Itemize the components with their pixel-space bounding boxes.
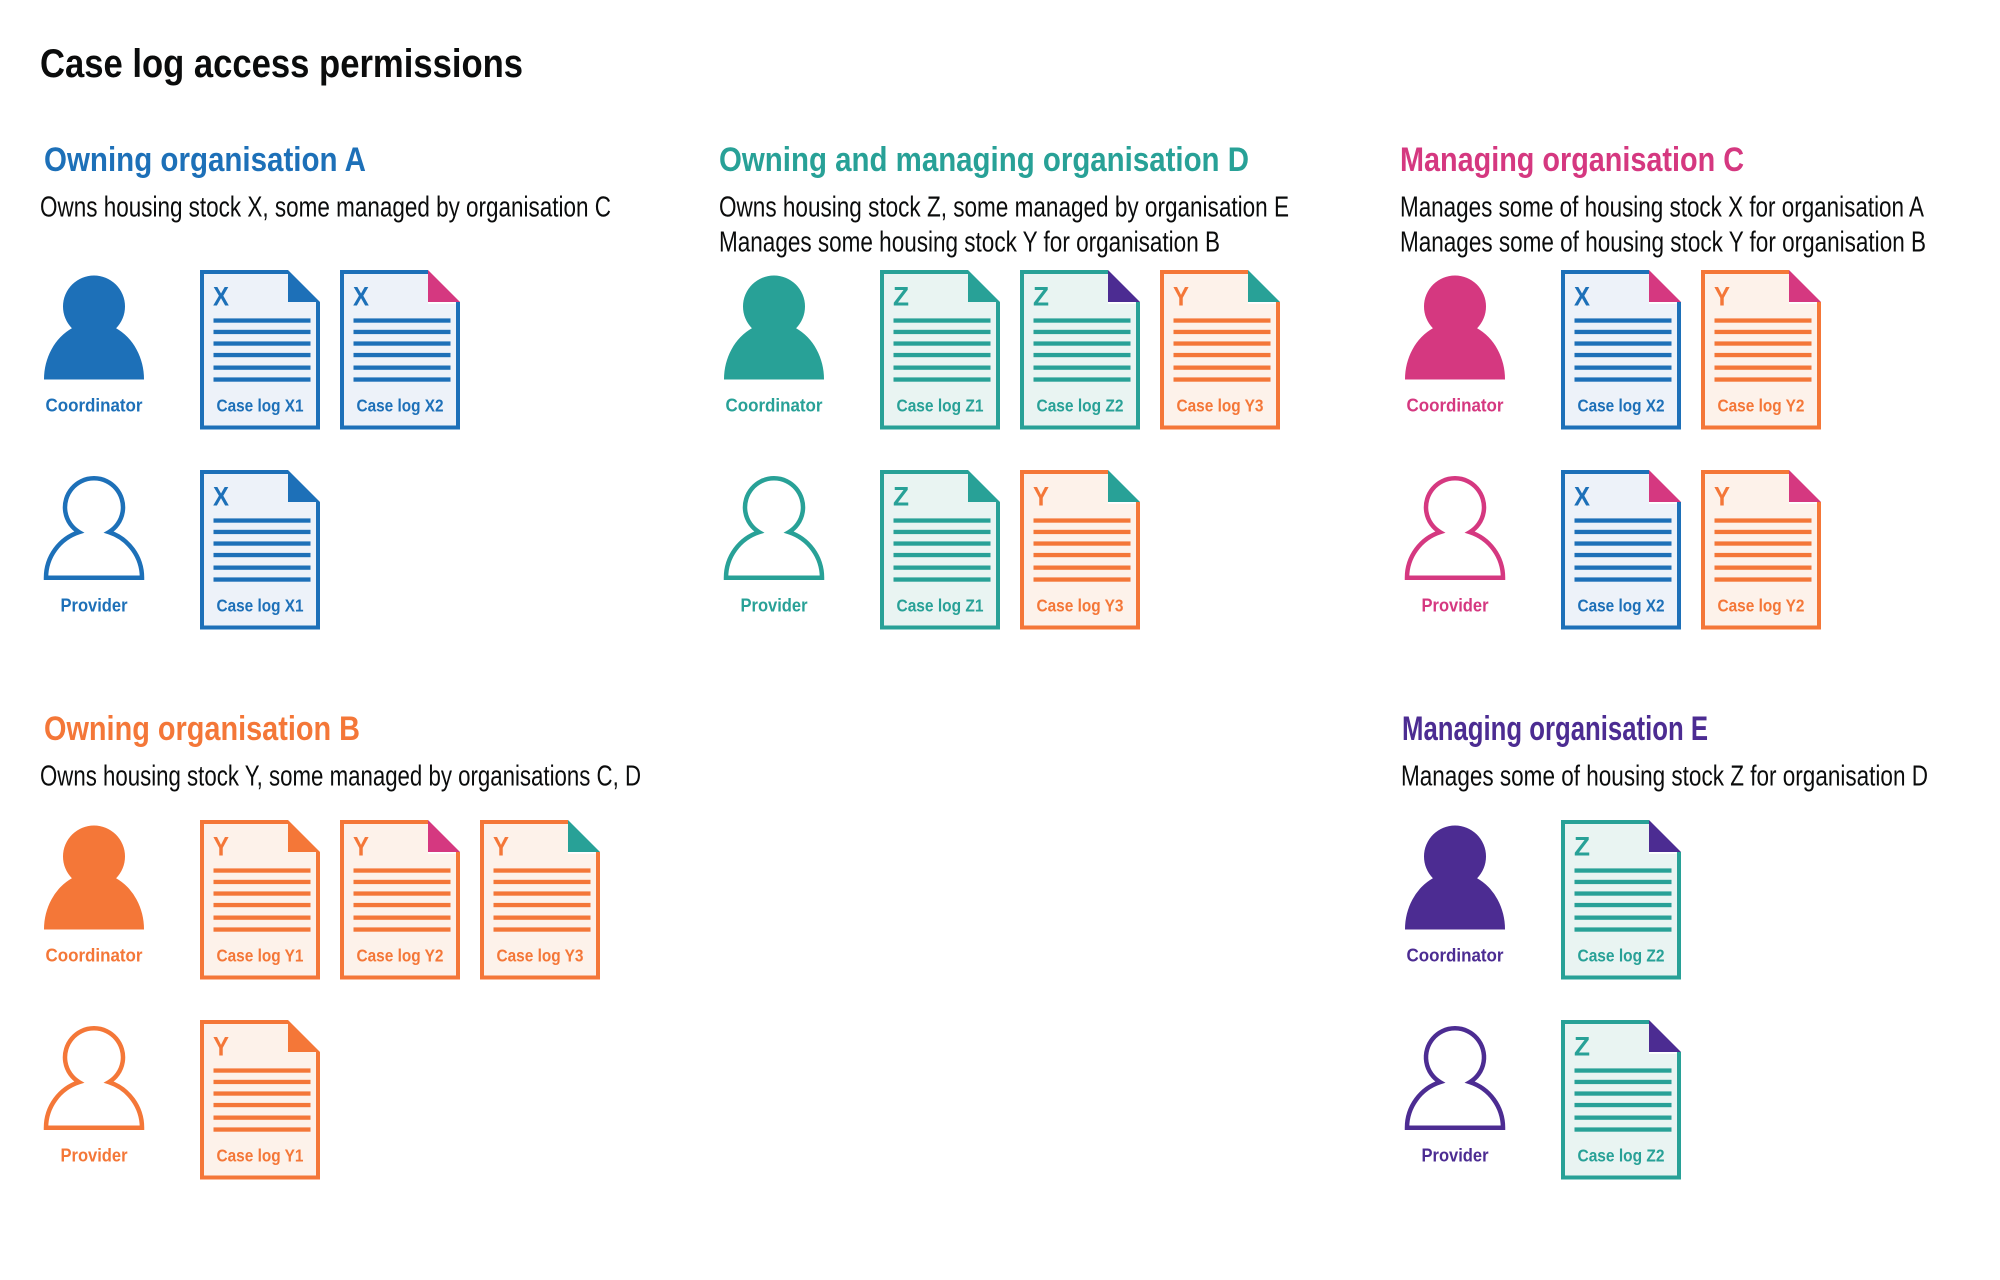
svg-text:Case log Y3: Case log Y3 <box>497 946 584 966</box>
svg-text:Owns housing stock Z, some man: Owns housing stock Z, some managed by or… <box>719 191 1289 223</box>
svg-text:Y: Y <box>1173 282 1189 312</box>
svg-text:Owning organisation B: Owning organisation B <box>44 710 360 748</box>
svg-text:Z: Z <box>893 282 909 312</box>
svg-text:Owning organisation A: Owning organisation A <box>44 141 366 179</box>
svg-text:Z: Z <box>1574 1032 1590 1062</box>
svg-text:X: X <box>213 482 229 512</box>
svg-text:Manages some of housing stock: Manages some of housing stock Y for orga… <box>1400 226 1926 258</box>
svg-text:Provider: Provider <box>1422 596 1489 616</box>
svg-text:Y: Y <box>353 832 369 862</box>
svg-text:Case log X1: Case log X1 <box>217 396 304 416</box>
svg-text:X: X <box>1574 482 1590 512</box>
svg-text:Coordinator: Coordinator <box>46 946 143 966</box>
svg-text:Coordinator: Coordinator <box>1407 396 1504 416</box>
svg-text:Z: Z <box>893 482 909 512</box>
svg-text:Owning and managing organisati: Owning and managing organisation D <box>719 141 1249 179</box>
svg-text:Provider: Provider <box>61 596 128 616</box>
svg-text:Provider: Provider <box>61 1146 128 1166</box>
svg-text:Case log X1: Case log X1 <box>217 596 304 616</box>
svg-text:Coordinator: Coordinator <box>726 396 823 416</box>
svg-text:Manages some of housing stock: Manages some of housing stock X for orga… <box>1400 191 1925 223</box>
svg-text:Case log Y3: Case log Y3 <box>1037 596 1124 616</box>
svg-text:Y: Y <box>213 832 229 862</box>
svg-text:Case log Y1: Case log Y1 <box>217 1146 304 1166</box>
svg-text:Case log X2: Case log X2 <box>1578 596 1665 616</box>
svg-text:Owns housing stock X, some man: Owns housing stock X, some managed by or… <box>40 191 611 223</box>
svg-text:Case log access permissions: Case log access permissions <box>40 42 523 86</box>
svg-text:Case log Y3: Case log Y3 <box>1177 396 1264 416</box>
svg-text:Owns housing stock Y, some man: Owns housing stock Y, some managed by or… <box>40 760 641 792</box>
svg-text:Coordinator: Coordinator <box>1407 946 1504 966</box>
svg-text:Z: Z <box>1033 282 1049 312</box>
svg-text:Managing organisation E: Managing organisation E <box>1402 710 1708 748</box>
svg-text:X: X <box>353 282 369 312</box>
svg-text:Y: Y <box>213 1032 229 1062</box>
svg-text:Case log Y1: Case log Y1 <box>217 946 304 966</box>
svg-text:Case log Z2: Case log Z2 <box>1578 946 1665 966</box>
svg-text:Y: Y <box>493 832 509 862</box>
svg-text:Case log Y2: Case log Y2 <box>1718 596 1805 616</box>
svg-text:Provider: Provider <box>741 596 808 616</box>
svg-text:Provider: Provider <box>1422 1146 1489 1166</box>
svg-text:Case log X2: Case log X2 <box>1578 396 1665 416</box>
svg-text:Y: Y <box>1033 482 1049 512</box>
svg-text:Y: Y <box>1714 482 1730 512</box>
svg-text:Case log Y2: Case log Y2 <box>1718 396 1805 416</box>
svg-text:Manages some housing stock Y f: Manages some housing stock Y for organis… <box>719 226 1220 258</box>
svg-text:Case log Z1: Case log Z1 <box>897 396 984 416</box>
svg-text:X: X <box>213 282 229 312</box>
svg-text:Case log Z2: Case log Z2 <box>1578 1146 1665 1166</box>
svg-text:Case log Y2: Case log Y2 <box>357 946 444 966</box>
svg-text:Case log X2: Case log X2 <box>357 396 444 416</box>
svg-text:Managing organisation C: Managing organisation C <box>1400 141 1744 179</box>
svg-text:Manages some of housing stock: Manages some of housing stock Z for orga… <box>1401 760 1928 792</box>
svg-text:Case log Z2: Case log Z2 <box>1037 396 1124 416</box>
svg-text:Coordinator: Coordinator <box>46 396 143 416</box>
svg-text:X: X <box>1574 282 1590 312</box>
svg-text:Y: Y <box>1714 282 1730 312</box>
svg-text:Case log Z1: Case log Z1 <box>897 596 984 616</box>
svg-text:Z: Z <box>1574 832 1590 862</box>
